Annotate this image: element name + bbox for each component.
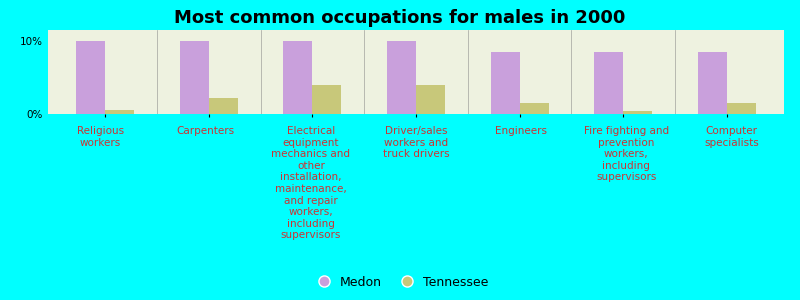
Bar xyxy=(283,41,312,114)
Text: Driver/sales
workers and
truck drivers: Driver/sales workers and truck drivers xyxy=(382,126,450,159)
Text: Carpenters: Carpenters xyxy=(177,126,234,136)
Bar xyxy=(490,52,520,114)
Bar xyxy=(105,110,134,114)
Legend: Medon, Tennessee: Medon, Tennessee xyxy=(306,271,494,294)
Bar xyxy=(312,85,342,114)
Bar xyxy=(594,52,623,114)
Bar xyxy=(416,85,445,114)
Bar xyxy=(180,41,209,114)
Bar xyxy=(623,111,652,114)
Bar xyxy=(76,41,105,114)
Text: Computer
specialists: Computer specialists xyxy=(704,126,759,148)
Bar xyxy=(520,103,549,114)
Bar xyxy=(698,52,727,114)
Text: Most common occupations for males in 2000: Most common occupations for males in 200… xyxy=(174,9,626,27)
Text: Religious
workers: Religious workers xyxy=(77,126,124,148)
Bar xyxy=(209,98,238,114)
Text: Fire fighting and
prevention
workers,
including
supervisors: Fire fighting and prevention workers, in… xyxy=(584,126,669,182)
Bar xyxy=(387,41,416,114)
Bar xyxy=(727,103,756,114)
Text: Electrical
equipment
mechanics and
other
installation,
maintenance,
and repair
w: Electrical equipment mechanics and other… xyxy=(271,126,350,240)
Text: Engineers: Engineers xyxy=(495,126,547,136)
